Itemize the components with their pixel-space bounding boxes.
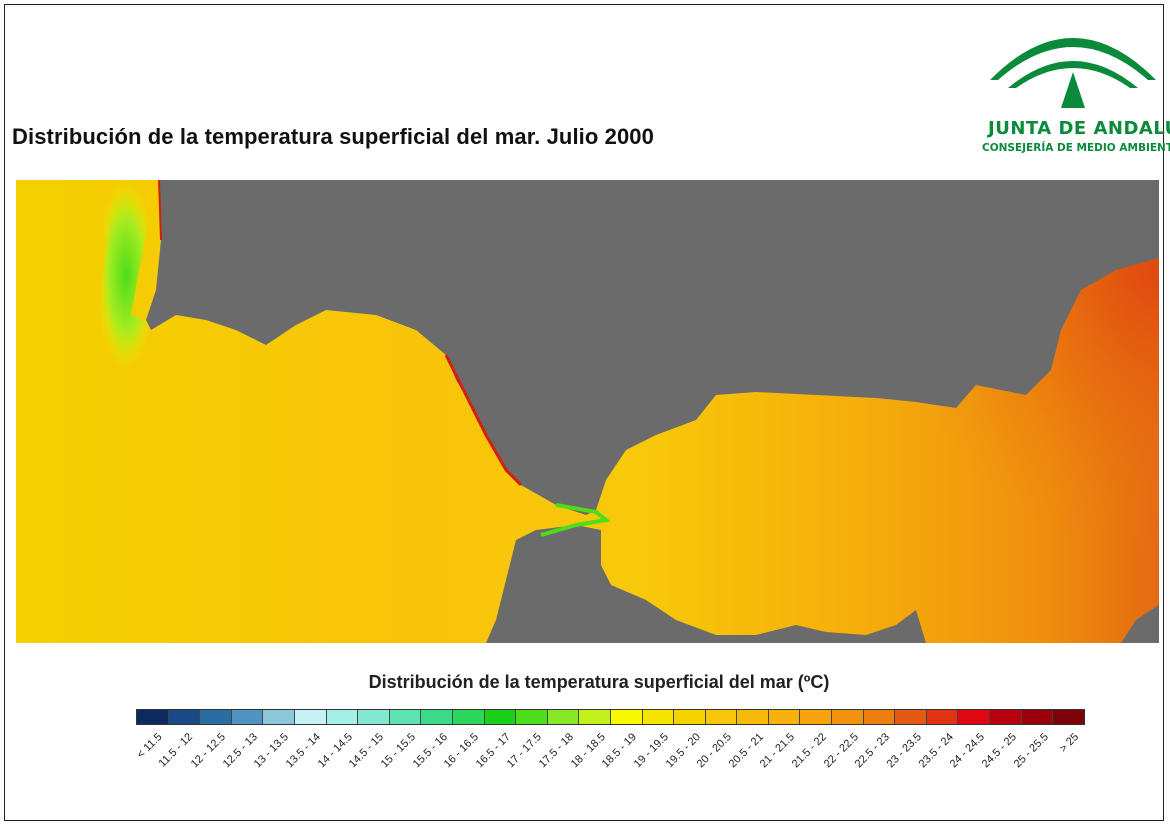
legend-swatch — [832, 710, 864, 724]
logo-name-text: JUNTA DE ANDALUCIA — [988, 118, 1170, 139]
legend-swatch — [705, 710, 738, 724]
sea-temperature-map — [16, 180, 1159, 643]
legend-swatch — [294, 710, 327, 724]
strait-cool-band — [540, 503, 611, 537]
legend-swatch — [579, 710, 611, 724]
legend-swatch — [642, 710, 675, 724]
land-africa-east — [1121, 605, 1159, 643]
legend-swatch — [326, 710, 359, 724]
legend-swatch — [421, 710, 453, 724]
coastal-rim-hot-2 — [158, 180, 162, 241]
land-africa-west — [486, 525, 926, 643]
logo-triangle — [1061, 72, 1085, 108]
legend-class-label: 15 - 15.5 — [378, 731, 418, 771]
legend-swatch — [452, 710, 485, 724]
legend-class-label: 23 - 23.5 — [884, 731, 924, 771]
legend-swatch — [990, 710, 1022, 724]
legend-class-label: 13.5 - 14 — [283, 731, 323, 771]
legend-swatch — [768, 710, 801, 724]
cool-coastal-strip — [96, 180, 156, 370]
legend-class-label: 19 - 19.5 — [631, 731, 671, 771]
junta-andalucia-logo — [990, 38, 1156, 108]
land-iberia — [146, 180, 1159, 515]
logo-arc-inner — [1008, 61, 1138, 88]
legend-swatch — [358, 710, 390, 724]
legend-swatch — [200, 710, 232, 724]
legend-swatch — [231, 710, 264, 724]
legend-swatch — [958, 710, 991, 724]
legend-class-label: > 25 — [1057, 731, 1082, 755]
legend-swatch — [484, 710, 517, 724]
legend-labels: < 11.5 11.5 - 12 12 - 12.5 12.5 - 13 13 - 13… — [135, 727, 1085, 787]
legend-color-bar — [136, 709, 1085, 725]
legend-class-label: 24.5 - 25 — [979, 731, 1019, 771]
legend-swatch — [516, 710, 548, 724]
page-title: Distribución de la temperatura superfici… — [12, 124, 654, 149]
legend-swatch — [547, 710, 580, 724]
coastal-rim-hot — [444, 354, 523, 487]
logo-arc-outer — [990, 38, 1156, 80]
legend-swatch — [1053, 710, 1084, 724]
legend-class-label: 17.5 - 18 — [536, 731, 576, 771]
legend-class-label: 12 - 12.5 — [188, 731, 228, 771]
legend-swatch — [674, 710, 706, 724]
legend-swatch — [610, 710, 643, 724]
legend-swatch — [1021, 710, 1054, 724]
logo-subtitle-text: CONSEJERÍA DE MEDIO AMBIENTE — [982, 142, 1170, 154]
legend-class-label: 21.5 - 22 — [789, 731, 830, 771]
legend-swatch — [863, 710, 896, 724]
legend-swatch — [800, 710, 833, 724]
legend-swatch — [168, 710, 201, 724]
legend-title: Distribución de la temperatura superfici… — [368, 672, 830, 692]
legend-swatch — [137, 710, 169, 724]
legend-swatch — [389, 710, 422, 724]
legend-swatch — [895, 710, 927, 724]
legend-swatch — [926, 710, 959, 724]
legend-swatch — [737, 710, 769, 724]
legend-swatch — [263, 710, 295, 724]
